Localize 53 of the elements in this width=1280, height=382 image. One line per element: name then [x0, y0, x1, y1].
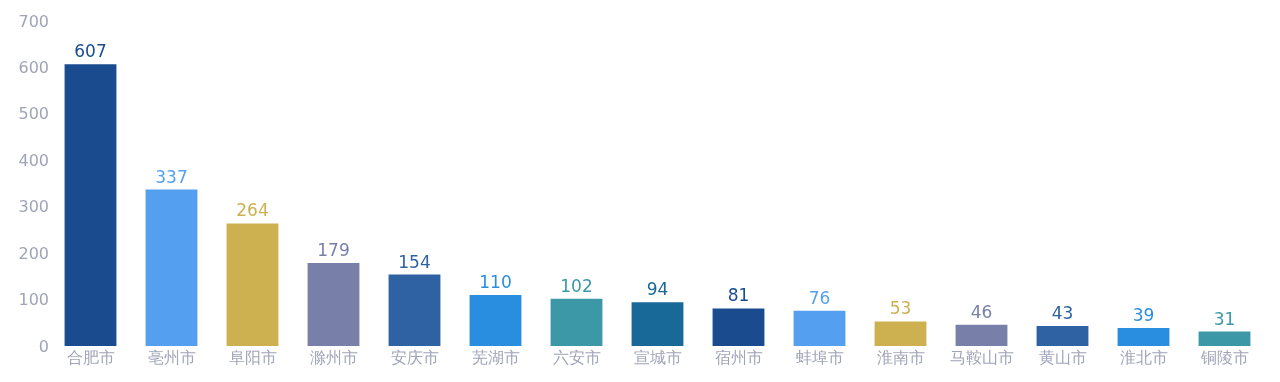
data-label: 102: [560, 275, 593, 296]
y-tick-label: 300: [18, 197, 49, 217]
x-tick-label: 淮南市: [876, 348, 925, 367]
data-label: 43: [1051, 303, 1074, 324]
x-tick-label: 芜湖市: [471, 348, 520, 367]
bar: [64, 64, 117, 346]
data-label: 179: [317, 239, 350, 260]
y-tick-label: 0: [38, 336, 49, 356]
data-label: 110: [479, 271, 512, 292]
data-label: 264: [236, 200, 269, 221]
bar: [1198, 331, 1251, 346]
bar: [469, 294, 522, 346]
bar: [307, 262, 360, 346]
data-label: 76: [808, 287, 831, 308]
x-tick-label: 淮北市: [1119, 348, 1168, 367]
data-label: 81: [727, 285, 750, 306]
x-tick-label: 安庆市: [390, 348, 439, 367]
bar: [712, 308, 765, 346]
x-tick-label: 宿州市: [714, 348, 763, 367]
data-label: 607: [74, 41, 107, 62]
y-tick-label: 700: [18, 11, 49, 31]
bar: [793, 310, 846, 346]
x-tick-label: 滁州市: [309, 348, 358, 367]
x-tick-label: 铜陵市: [1199, 348, 1249, 367]
bar: [631, 302, 684, 346]
x-tick-label: 宣城市: [633, 348, 682, 367]
bar: [226, 223, 279, 346]
y-tick-label: 600: [18, 58, 49, 78]
data-label: 154: [398, 251, 431, 272]
x-tick-label: 马鞍山市: [949, 348, 1014, 367]
data-label: 337: [155, 166, 188, 187]
y-tick-label: 100: [18, 290, 49, 310]
data-label: 46: [970, 301, 993, 322]
data-label: 94: [646, 279, 669, 300]
bar: [1117, 327, 1170, 346]
bar: [1036, 326, 1089, 346]
y-tick-label: 200: [18, 243, 49, 263]
data-label: 53: [889, 298, 912, 319]
x-tick-label: 黄山市: [1038, 348, 1087, 367]
bar: [955, 324, 1008, 346]
bar: [145, 189, 198, 346]
y-tick-label: 500: [18, 104, 49, 124]
x-tick-label: 合肥市: [66, 348, 115, 367]
bar: [874, 321, 927, 346]
data-label: 31: [1213, 308, 1236, 329]
y-tick-label: 400: [18, 150, 49, 170]
x-tick-label: 蚌埠市: [795, 348, 844, 367]
bar: [550, 298, 603, 346]
bar: [388, 274, 441, 346]
x-tick-label: 六安市: [552, 348, 601, 367]
data-label: 39: [1132, 304, 1155, 325]
x-tick-label: 亳州市: [147, 348, 196, 367]
x-tick-label: 阜阳市: [228, 348, 277, 367]
